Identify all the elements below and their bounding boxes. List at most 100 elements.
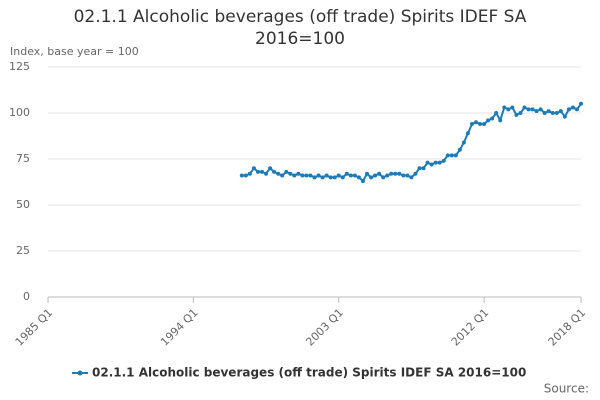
- point: [324, 173, 329, 178]
- point: [514, 112, 519, 117]
- series-line: [241, 103, 582, 183]
- point: [453, 153, 458, 158]
- y-tick-label: 0: [23, 290, 30, 303]
- point: [413, 171, 418, 176]
- x-tick-label: 2012 Q1: [449, 306, 492, 349]
- point: [239, 173, 244, 178]
- point: [336, 173, 341, 178]
- point: [328, 175, 333, 180]
- y-tick-label: 100: [9, 106, 30, 119]
- point: [498, 118, 503, 123]
- point: [469, 122, 474, 127]
- point: [373, 173, 378, 178]
- point: [409, 175, 414, 180]
- point: [251, 166, 256, 171]
- point: [445, 153, 450, 158]
- point: [433, 160, 438, 165]
- y-tick-label: 50: [16, 198, 30, 211]
- point: [356, 175, 361, 180]
- point: [344, 171, 349, 176]
- point: [429, 162, 434, 167]
- point: [554, 111, 559, 115]
- point: [381, 175, 386, 180]
- x-tick-label: 2018 Q1: [546, 306, 589, 349]
- point: [276, 171, 281, 176]
- point: [502, 105, 507, 110]
- point: [538, 107, 543, 112]
- point: [405, 173, 410, 178]
- point: [530, 107, 535, 112]
- point: [255, 169, 260, 174]
- point: [320, 175, 325, 180]
- point: [243, 173, 248, 178]
- point: [441, 158, 446, 163]
- point: [377, 171, 382, 176]
- point: [518, 111, 523, 115]
- point: [364, 171, 369, 176]
- point: [292, 173, 297, 178]
- point: [348, 173, 353, 178]
- point: [562, 114, 567, 119]
- point: [300, 173, 305, 178]
- y-axis-label: Index, base year = 100: [10, 45, 139, 58]
- point: [437, 160, 442, 165]
- point: [558, 109, 563, 114]
- legend-label: 02.1.1 Alcoholic beverages (off trade) S…: [92, 366, 526, 380]
- point: [268, 166, 273, 171]
- point: [401, 173, 406, 178]
- point: [316, 173, 321, 178]
- point: [385, 173, 390, 178]
- point: [369, 175, 374, 180]
- point: [393, 171, 398, 176]
- point: [340, 175, 345, 180]
- point: [457, 147, 462, 152]
- point: [494, 111, 499, 115]
- point: [332, 175, 337, 180]
- point: [449, 153, 454, 158]
- point: [579, 101, 583, 106]
- point: [478, 122, 483, 127]
- point: [574, 107, 579, 112]
- y-tick-label: 25: [16, 244, 30, 257]
- point: [510, 105, 515, 110]
- point: [546, 109, 551, 114]
- point: [550, 111, 555, 115]
- point: [421, 166, 426, 171]
- point: [534, 109, 539, 114]
- point: [296, 171, 301, 176]
- point: [526, 107, 531, 112]
- point: [461, 140, 466, 145]
- x-tick-label: 1994 Q1: [158, 306, 201, 349]
- x-tick-label: 2003 Q1: [303, 306, 346, 349]
- x-tick-label: 1985 Q1: [13, 306, 56, 349]
- point: [522, 105, 527, 110]
- point: [264, 171, 269, 176]
- point: [465, 131, 470, 136]
- point: [474, 120, 479, 125]
- point: [280, 173, 285, 178]
- point: [506, 107, 511, 112]
- point: [272, 169, 277, 174]
- point: [352, 173, 357, 178]
- point: [288, 171, 293, 176]
- point: [304, 173, 309, 178]
- point: [260, 169, 265, 174]
- point: [389, 171, 394, 176]
- y-tick-label: 75: [16, 152, 30, 165]
- point: [360, 179, 365, 184]
- point: [247, 171, 252, 176]
- point: [308, 173, 313, 178]
- point: [284, 169, 289, 174]
- point: [542, 111, 547, 115]
- point: [425, 160, 430, 165]
- point: [312, 175, 317, 180]
- point: [482, 122, 487, 127]
- point: [397, 171, 402, 176]
- legend-marker: [77, 370, 83, 376]
- point: [490, 116, 495, 121]
- point: [486, 118, 491, 123]
- point: [566, 107, 571, 112]
- chart-title: 02.1.1 Alcoholic beverages (off trade) S…: [73, 7, 527, 49]
